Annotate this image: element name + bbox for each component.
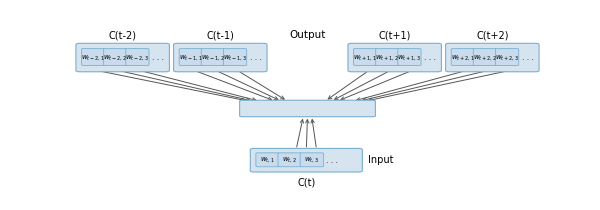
Text: C(t+1): C(t+1): [379, 31, 411, 41]
FancyBboxPatch shape: [256, 153, 279, 167]
Text: . . .: . . .: [326, 156, 338, 165]
Text: $w_{t-1,1}$: $w_{t-1,1}$: [179, 52, 203, 62]
FancyBboxPatch shape: [173, 43, 267, 72]
FancyBboxPatch shape: [473, 49, 497, 66]
FancyBboxPatch shape: [300, 153, 323, 167]
Text: $w_{t+1,1}$: $w_{t+1,1}$: [353, 52, 377, 62]
Text: $w_{t+2,2}$: $w_{t+2,2}$: [473, 52, 497, 62]
Text: C(t-1): C(t-1): [206, 31, 234, 41]
FancyBboxPatch shape: [179, 49, 202, 66]
Text: $w_{t-2,3}$: $w_{t-2,3}$: [125, 52, 149, 62]
FancyBboxPatch shape: [398, 49, 421, 66]
FancyBboxPatch shape: [348, 43, 442, 72]
FancyBboxPatch shape: [201, 49, 224, 66]
FancyBboxPatch shape: [451, 49, 475, 66]
Text: $w_{t+2,3}$: $w_{t+2,3}$: [495, 52, 519, 62]
Text: $w_{t+2,1}$: $w_{t+2,1}$: [451, 52, 475, 62]
Text: $w_{t-2,2}$: $w_{t-2,2}$: [103, 52, 127, 62]
FancyBboxPatch shape: [446, 43, 539, 72]
Text: Output: Output: [289, 30, 326, 40]
Text: . . .: . . .: [152, 53, 164, 62]
Text: C(t+2): C(t+2): [476, 31, 509, 41]
FancyBboxPatch shape: [223, 49, 247, 66]
Text: $w_{t+1,2}$: $w_{t+1,2}$: [376, 52, 399, 62]
Text: C(t): C(t): [297, 177, 316, 187]
FancyBboxPatch shape: [104, 49, 127, 66]
FancyBboxPatch shape: [376, 49, 399, 66]
Text: $w_{t+1,3}$: $w_{t+1,3}$: [397, 52, 421, 62]
FancyBboxPatch shape: [126, 49, 149, 66]
FancyBboxPatch shape: [76, 43, 169, 72]
Text: $w_{t-2,1}$: $w_{t-2,1}$: [81, 52, 105, 62]
FancyBboxPatch shape: [278, 153, 301, 167]
Text: $w_{t-1,3}$: $w_{t-1,3}$: [223, 52, 247, 62]
Text: Input: Input: [368, 155, 394, 165]
FancyBboxPatch shape: [353, 49, 377, 66]
FancyBboxPatch shape: [239, 100, 376, 117]
Text: . . .: . . .: [522, 53, 533, 62]
FancyBboxPatch shape: [496, 49, 519, 66]
Text: $w_{t-1,2}$: $w_{t-1,2}$: [201, 52, 225, 62]
FancyBboxPatch shape: [250, 148, 362, 172]
Text: $w_{t,3}$: $w_{t,3}$: [304, 155, 319, 164]
Text: C(t-2): C(t-2): [109, 31, 137, 41]
Text: . . .: . . .: [250, 53, 262, 62]
Text: $w_{t,2}$: $w_{t,2}$: [282, 155, 297, 164]
FancyBboxPatch shape: [82, 49, 105, 66]
Text: $w_{t,1}$: $w_{t,1}$: [260, 155, 275, 164]
Text: . . .: . . .: [424, 53, 436, 62]
